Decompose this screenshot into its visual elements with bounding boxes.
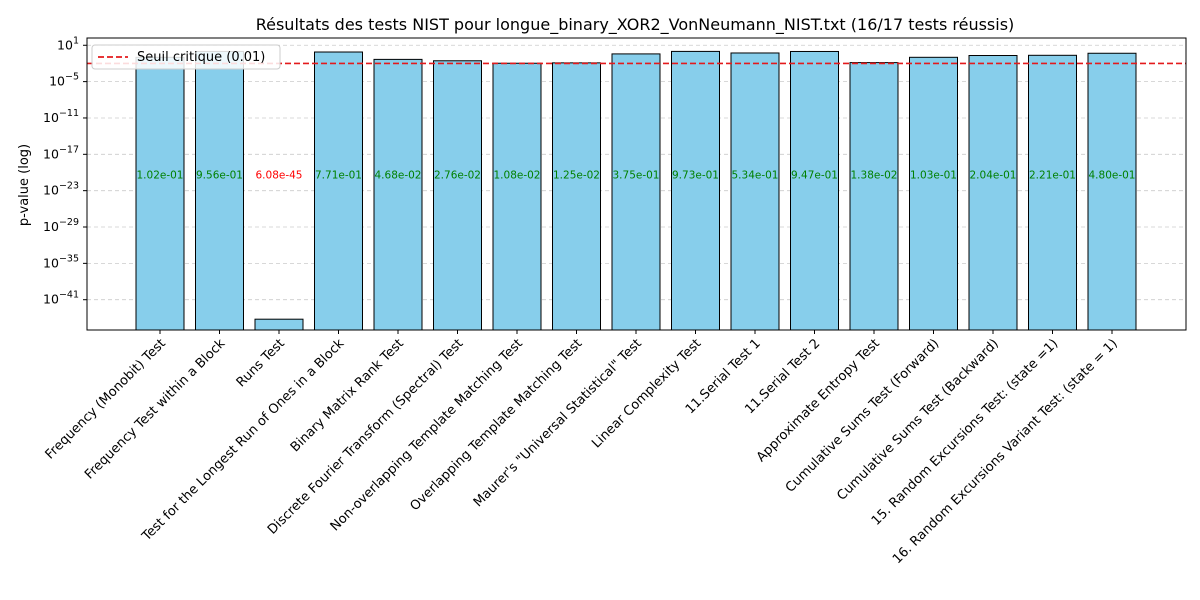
bar xyxy=(373,58,423,331)
bar xyxy=(671,50,720,331)
bar-value-label: 4.80e-01 xyxy=(1089,170,1136,182)
y-tick-label: 10−5 xyxy=(49,72,79,89)
bar-value-label: 9.56e-01 xyxy=(196,170,243,182)
bar-value-label: 2.21e-01 xyxy=(1029,170,1076,182)
bar xyxy=(849,62,899,331)
chart-title: Résultats des tests NIST pour longue_bin… xyxy=(256,15,1015,35)
x-tick-label: Test for the Longest Run of Ones in a Bl… xyxy=(139,336,348,545)
bar xyxy=(254,318,304,331)
bar xyxy=(433,60,482,331)
bar-value-label: 5.34e-01 xyxy=(732,170,779,182)
y-axis-label: p-value (log) xyxy=(17,144,32,226)
bar xyxy=(492,62,542,331)
bar xyxy=(611,53,661,331)
bar-value-label: 7.71e-01 xyxy=(315,170,362,182)
bar xyxy=(552,62,601,331)
bar xyxy=(1028,54,1077,331)
bar-value-label: 6.08e-45 xyxy=(256,170,303,182)
x-tick-label: 16. Random Excursions Variant Test: (sta… xyxy=(890,336,1121,567)
bar-value-label: 1.38e-02 xyxy=(851,170,898,182)
y-tick-label: 10−11 xyxy=(43,108,79,125)
bar-value-label: 4.68e-02 xyxy=(375,170,422,182)
bar xyxy=(968,55,1018,331)
bar xyxy=(135,56,185,331)
bar xyxy=(195,50,244,331)
bar-value-label: 1.03e-01 xyxy=(910,170,957,182)
legend: Seuil critique (0.01) xyxy=(91,44,281,70)
bar xyxy=(790,50,839,331)
x-tick-label: Frequency (Monobit) Test xyxy=(43,336,169,462)
y-tick-label: 10−35 xyxy=(43,253,79,270)
bar xyxy=(909,56,958,331)
bar xyxy=(1087,52,1137,331)
bar-value-label: 9.73e-01 xyxy=(672,170,719,182)
data-labels-layer: 1.02e-01 9.56e-01 6.08e-45 7.71e-01 4.68e-02… xyxy=(137,170,1136,182)
bar-value-label: 9.47e-01 xyxy=(791,170,838,182)
x-tick-label: Approximate Entropy Test xyxy=(754,336,883,465)
bar xyxy=(314,51,363,331)
bar-value-label: 2.76e-02 xyxy=(434,170,481,182)
bar xyxy=(730,52,780,331)
y-tick-label: 10−23 xyxy=(43,181,79,198)
bar-value-label: 3.75e-01 xyxy=(613,170,660,182)
bar-value-label: 1.08e-02 xyxy=(494,170,541,182)
bar-value-label: 1.25e-02 xyxy=(553,170,600,182)
y-tick-label: 10−41 xyxy=(43,290,79,307)
legend-box xyxy=(91,44,281,70)
bars-layer xyxy=(135,50,1137,331)
legend-threshold-label: Seuil critique (0.01) xyxy=(137,50,265,65)
x-tick-label: Runs Test xyxy=(234,336,288,390)
x-tick-label: Binary Matrix Rank Test xyxy=(288,336,407,455)
x-tick-label: Linear Complexity Test xyxy=(589,336,704,451)
y-tick-label: 10−17 xyxy=(43,144,79,161)
y-tick-label: 101 xyxy=(57,35,79,52)
bar-value-label: 1.02e-01 xyxy=(137,170,184,182)
y-tick-label: 10−29 xyxy=(43,217,79,234)
bar-value-label: 2.04e-01 xyxy=(970,170,1017,182)
y-ticks-layer: 101 10−5 10−11 10−17 10−23 10−29 10−35 10−41 xyxy=(43,35,87,307)
